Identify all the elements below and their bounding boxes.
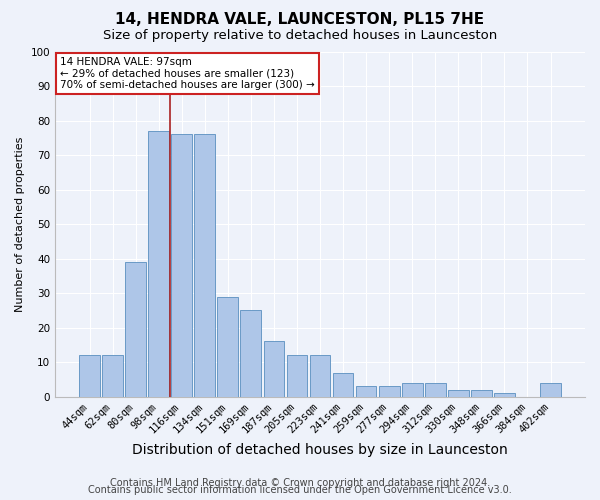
Bar [448, 390, 469, 396]
Text: Contains HM Land Registry data © Crown copyright and database right 2024.: Contains HM Land Registry data © Crown c… [110, 478, 490, 488]
Bar [194, 134, 215, 396]
Bar [217, 296, 238, 396]
Bar [263, 342, 284, 396]
Bar [125, 262, 146, 396]
Bar [402, 383, 422, 396]
Bar [310, 356, 331, 397]
Bar [287, 356, 307, 397]
X-axis label: Distribution of detached houses by size in Launceston: Distribution of detached houses by size … [132, 444, 508, 458]
Text: Size of property relative to detached houses in Launceston: Size of property relative to detached ho… [103, 29, 497, 42]
Bar [494, 394, 515, 396]
Bar [425, 383, 446, 396]
Text: 14, HENDRA VALE, LAUNCESTON, PL15 7HE: 14, HENDRA VALE, LAUNCESTON, PL15 7HE [115, 12, 485, 28]
Text: 14 HENDRA VALE: 97sqm
← 29% of detached houses are smaller (123)
70% of semi-det: 14 HENDRA VALE: 97sqm ← 29% of detached … [61, 56, 315, 90]
Bar [102, 356, 123, 397]
Bar [241, 310, 261, 396]
Bar [379, 386, 400, 396]
Bar [332, 372, 353, 396]
Bar [148, 131, 169, 396]
Bar [471, 390, 492, 396]
Bar [356, 386, 376, 396]
Bar [79, 356, 100, 397]
Text: Contains public sector information licensed under the Open Government Licence v3: Contains public sector information licen… [88, 485, 512, 495]
Bar [540, 383, 561, 396]
Bar [172, 134, 192, 396]
Y-axis label: Number of detached properties: Number of detached properties [15, 136, 25, 312]
